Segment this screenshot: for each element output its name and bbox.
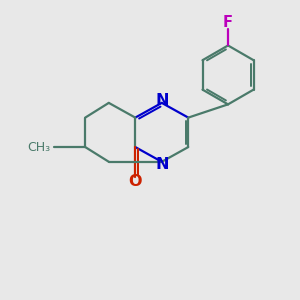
Text: CH₃: CH₃ — [27, 141, 50, 154]
Text: N: N — [155, 157, 169, 172]
Text: N: N — [155, 93, 169, 108]
Text: O: O — [128, 174, 142, 189]
Text: F: F — [223, 15, 233, 30]
